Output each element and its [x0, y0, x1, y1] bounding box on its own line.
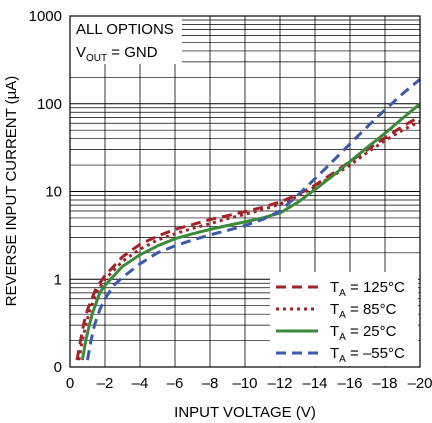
x-tick-label: –16 [337, 375, 362, 392]
x-tick-label: –10 [232, 375, 257, 392]
x-tick-label: –8 [202, 375, 219, 392]
x-tick-label: –12 [267, 375, 292, 392]
annotation-line2: VOUT = GND [76, 44, 158, 64]
x-tick-label: –2 [97, 375, 114, 392]
plot-frame [69, 15, 421, 368]
annotation-box [70, 16, 182, 64]
x-tick-label: –14 [302, 375, 327, 392]
y-tick-label: 1 [54, 271, 62, 288]
legend: TA = 125°CTA = 85°CTA = 25°CTA = –55°C [270, 272, 418, 366]
x-tick-labels: 0 –2 –4 –6 –8 –10 –12 –14 –16 –18 –20 [66, 375, 432, 392]
legend-label: TA = 25°C [330, 323, 397, 343]
x-axis-label: INPUT VOLTAGE (V) [174, 404, 316, 421]
y-tick-labels: 0 1 10 100 1000 [29, 8, 62, 376]
legend-label: TA = 125°C [330, 279, 405, 299]
y-tick-label: 0 [54, 359, 62, 376]
y-tick-label: 10 [45, 184, 62, 201]
legend-label: TA = 85°C [330, 301, 397, 321]
x-tick-label: –18 [372, 375, 397, 392]
annotation-line1: ALL OPTIONS [76, 21, 174, 38]
annotation: ALL OPTIONS VOUT = GND [70, 16, 182, 64]
legend-label: TA = –55°C [330, 345, 405, 365]
y-tick-label: 100 [37, 96, 62, 113]
x-tick-label: –6 [167, 375, 184, 392]
x-tick-label: –4 [132, 375, 149, 392]
series-line [80, 102, 421, 361]
series-line [86, 78, 421, 361]
y-tick-label: 1000 [29, 8, 62, 25]
x-tick-label: 0 [66, 375, 74, 392]
series-lines [75, 78, 421, 361]
y-axis-label: REVERSE INPUT CURRENT (µA) [3, 76, 20, 307]
x-tick-label: –20 [407, 375, 432, 392]
